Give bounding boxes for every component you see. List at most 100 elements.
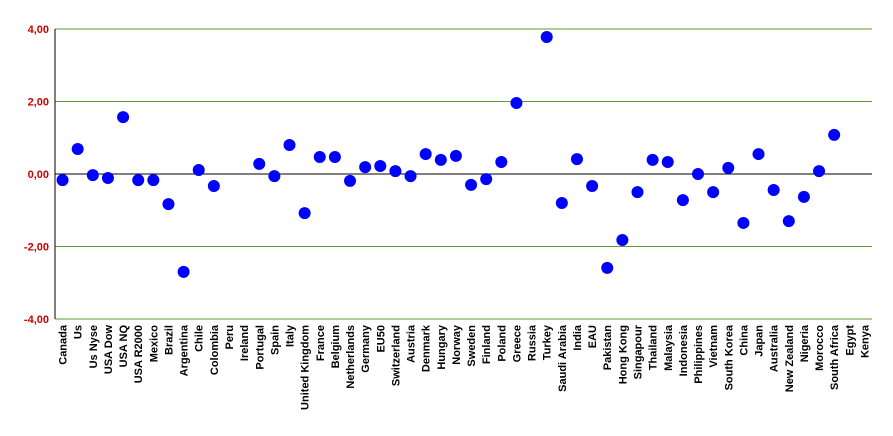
point [71, 142, 84, 155]
x-tick-label: Sweden [466, 325, 478, 367]
x-tick-label: Chile [194, 325, 206, 352]
x-tick-label: Kenya [859, 324, 871, 358]
x-tick-label: USA Dow [103, 325, 115, 375]
point [797, 190, 810, 203]
x-tick-label: EU50 [375, 325, 387, 353]
x-tick-label: Greece [511, 325, 523, 362]
x-tick-label: Austria [406, 324, 418, 363]
y-tick-label: 4,00 [28, 24, 49, 36]
x-tick-label: Denmark [421, 324, 433, 372]
point [555, 197, 568, 209]
point [646, 153, 659, 166]
x-tick-label: Us [73, 325, 85, 339]
x-tick-label: Germany [360, 324, 372, 373]
point [737, 216, 750, 229]
x-tick-label: Egypt [844, 325, 856, 356]
point [283, 139, 296, 151]
x-tick-label: USA NQ [118, 325, 130, 368]
point [117, 111, 130, 124]
point [389, 165, 402, 178]
point [586, 179, 599, 192]
y-tick-label: -4,00 [24, 314, 49, 326]
x-tick-label: Netherlands [345, 325, 357, 389]
y-tick-label: 0,00 [28, 169, 49, 181]
x-tick-label: USA R2000 [133, 325, 145, 383]
x-tick-label: Brazil [163, 325, 175, 355]
x-tick-label: Philippines [693, 325, 705, 384]
point [676, 194, 689, 207]
x-tick-label: Nigeria [799, 324, 811, 362]
x-tick-label: Hungary [436, 324, 448, 370]
x-tick-label: Finland [481, 325, 493, 364]
y-tick-label: 2,00 [28, 97, 49, 109]
point [328, 150, 341, 163]
x-tick-label: Italy [285, 324, 297, 347]
x-tick-label: Singapour [632, 324, 644, 379]
x-tick-label: China [738, 324, 750, 355]
point [813, 165, 826, 178]
point [510, 96, 523, 109]
point [253, 157, 266, 170]
x-tick-label: Canada [58, 324, 70, 365]
x-tick-label: United Kingdom [300, 325, 312, 410]
point [767, 183, 780, 196]
point [661, 156, 674, 169]
x-tick-label: Japan [754, 325, 766, 357]
point [465, 178, 478, 191]
point [495, 156, 508, 169]
x-tick-label: Russia [527, 324, 539, 361]
x-tick-label: Saudi Arabia [557, 324, 569, 392]
x-tick-label: Belgium [330, 325, 342, 369]
point [162, 198, 175, 211]
point [601, 261, 614, 274]
x-tick-label: South Africa [829, 324, 841, 390]
point [480, 173, 493, 186]
point [631, 186, 644, 199]
point [570, 153, 583, 166]
x-tick-label: Mexico [148, 325, 160, 363]
x-tick-label: Turkey [542, 324, 554, 360]
point [404, 170, 417, 183]
point [147, 174, 160, 187]
x-tick-label: Argentina [179, 324, 191, 376]
point [177, 265, 190, 278]
x-tick-label: India [572, 324, 584, 351]
point [419, 148, 432, 161]
point [374, 160, 387, 173]
y-tick-label: -2,00 [24, 242, 49, 254]
point [268, 170, 281, 183]
x-tick-label: Poland [496, 325, 508, 362]
point [56, 174, 69, 187]
point [207, 179, 220, 192]
x-tick-label: EAU [587, 325, 599, 348]
point [298, 207, 311, 220]
x-tick-label: Switzerland [390, 325, 402, 386]
x-tick-label: Thailand [648, 325, 660, 370]
point [540, 30, 553, 43]
x-tick-label: Norway [451, 324, 463, 365]
x-tick-label: Portugal [254, 325, 266, 370]
point [707, 186, 720, 199]
point [192, 164, 205, 177]
x-tick-label: Pakistan [602, 325, 614, 371]
x-tick-label: Hong Kong [617, 325, 629, 384]
point [449, 149, 462, 162]
point [344, 174, 357, 187]
point [692, 168, 705, 180]
point [132, 174, 145, 187]
x-tick-label: New Zealand [784, 325, 796, 392]
x-tick-label: Indonesia [678, 324, 690, 376]
x-tick-label: Us Nyse [88, 325, 100, 368]
point [434, 153, 447, 166]
point [752, 148, 765, 161]
point [782, 215, 795, 228]
point [722, 161, 735, 174]
point [101, 171, 114, 184]
point [828, 128, 841, 141]
x-tick-label: Peru [224, 325, 236, 349]
x-tick-label: France [315, 325, 327, 361]
point [359, 161, 372, 174]
x-tick-label: Vietnam [708, 325, 720, 368]
x-tick-label: Ireland [239, 325, 251, 361]
